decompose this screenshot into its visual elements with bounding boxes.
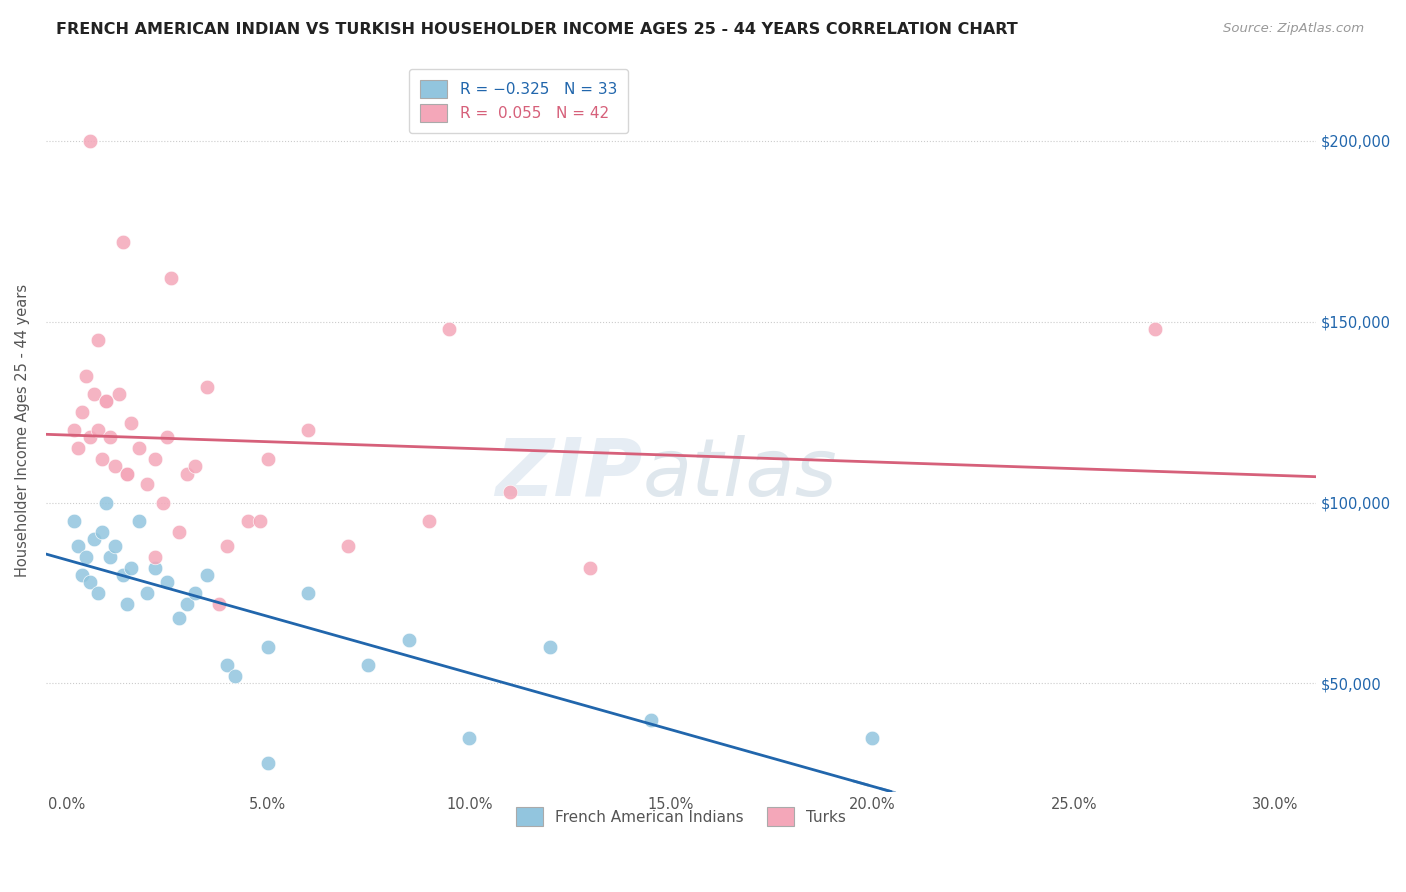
Point bbox=[135, 477, 157, 491]
Point bbox=[75, 549, 97, 564]
Point bbox=[152, 495, 174, 509]
Point bbox=[103, 459, 125, 474]
Point bbox=[217, 658, 239, 673]
Point bbox=[120, 416, 142, 430]
Point bbox=[96, 394, 118, 409]
Point bbox=[297, 586, 319, 600]
Point bbox=[120, 560, 142, 574]
Point bbox=[458, 731, 481, 745]
Point bbox=[217, 539, 239, 553]
Point bbox=[63, 423, 86, 437]
Point bbox=[418, 514, 440, 528]
Point bbox=[67, 539, 90, 553]
Point bbox=[115, 467, 138, 481]
Point bbox=[184, 586, 207, 600]
Point bbox=[100, 430, 122, 444]
Point bbox=[167, 524, 190, 539]
Point bbox=[111, 235, 134, 249]
Point bbox=[498, 484, 520, 499]
Point bbox=[72, 568, 94, 582]
Point bbox=[156, 430, 179, 444]
Point bbox=[115, 467, 138, 481]
Point bbox=[437, 322, 460, 336]
Point bbox=[63, 514, 86, 528]
Point bbox=[156, 575, 179, 590]
Point bbox=[79, 430, 101, 444]
Point bbox=[83, 532, 105, 546]
Point bbox=[67, 442, 90, 456]
Point bbox=[143, 549, 166, 564]
Point bbox=[195, 380, 218, 394]
Point bbox=[111, 568, 134, 582]
Point bbox=[87, 423, 110, 437]
Point bbox=[91, 452, 114, 467]
Point bbox=[100, 549, 122, 564]
Point bbox=[256, 640, 278, 655]
Y-axis label: Householder Income Ages 25 - 44 years: Householder Income Ages 25 - 44 years bbox=[15, 284, 30, 577]
Point bbox=[176, 467, 198, 481]
Point bbox=[87, 333, 110, 347]
Point bbox=[1143, 322, 1166, 336]
Point bbox=[176, 597, 198, 611]
Point bbox=[79, 134, 101, 148]
Point bbox=[862, 731, 884, 745]
Point bbox=[160, 271, 183, 285]
Point bbox=[83, 387, 105, 401]
Point bbox=[224, 669, 246, 683]
Point bbox=[640, 713, 662, 727]
Point bbox=[256, 452, 278, 467]
Text: ZIP: ZIP bbox=[495, 434, 643, 513]
Point bbox=[357, 658, 380, 673]
Point bbox=[91, 524, 114, 539]
Point bbox=[297, 423, 319, 437]
Point bbox=[128, 514, 150, 528]
Point bbox=[115, 597, 138, 611]
Point bbox=[103, 539, 125, 553]
Text: atlas: atlas bbox=[643, 434, 838, 513]
Point bbox=[538, 640, 561, 655]
Point bbox=[72, 405, 94, 419]
Point bbox=[135, 586, 157, 600]
Point bbox=[236, 514, 259, 528]
Point bbox=[337, 539, 360, 553]
Point bbox=[167, 611, 190, 625]
Point bbox=[87, 586, 110, 600]
Text: Source: ZipAtlas.com: Source: ZipAtlas.com bbox=[1223, 22, 1364, 36]
Point bbox=[143, 452, 166, 467]
Point bbox=[143, 560, 166, 574]
Point bbox=[79, 575, 101, 590]
Point bbox=[75, 369, 97, 384]
Point bbox=[96, 394, 118, 409]
Legend: French American Indians, Turks: French American Indians, Turks bbox=[506, 798, 855, 835]
Text: FRENCH AMERICAN INDIAN VS TURKISH HOUSEHOLDER INCOME AGES 25 - 44 YEARS CORRELAT: FRENCH AMERICAN INDIAN VS TURKISH HOUSEH… bbox=[56, 22, 1018, 37]
Point bbox=[256, 756, 278, 770]
Point bbox=[107, 387, 129, 401]
Point bbox=[96, 495, 118, 509]
Point bbox=[579, 560, 602, 574]
Point bbox=[195, 568, 218, 582]
Point bbox=[208, 597, 231, 611]
Point bbox=[398, 633, 420, 648]
Point bbox=[249, 514, 271, 528]
Point bbox=[128, 442, 150, 456]
Point bbox=[184, 459, 207, 474]
